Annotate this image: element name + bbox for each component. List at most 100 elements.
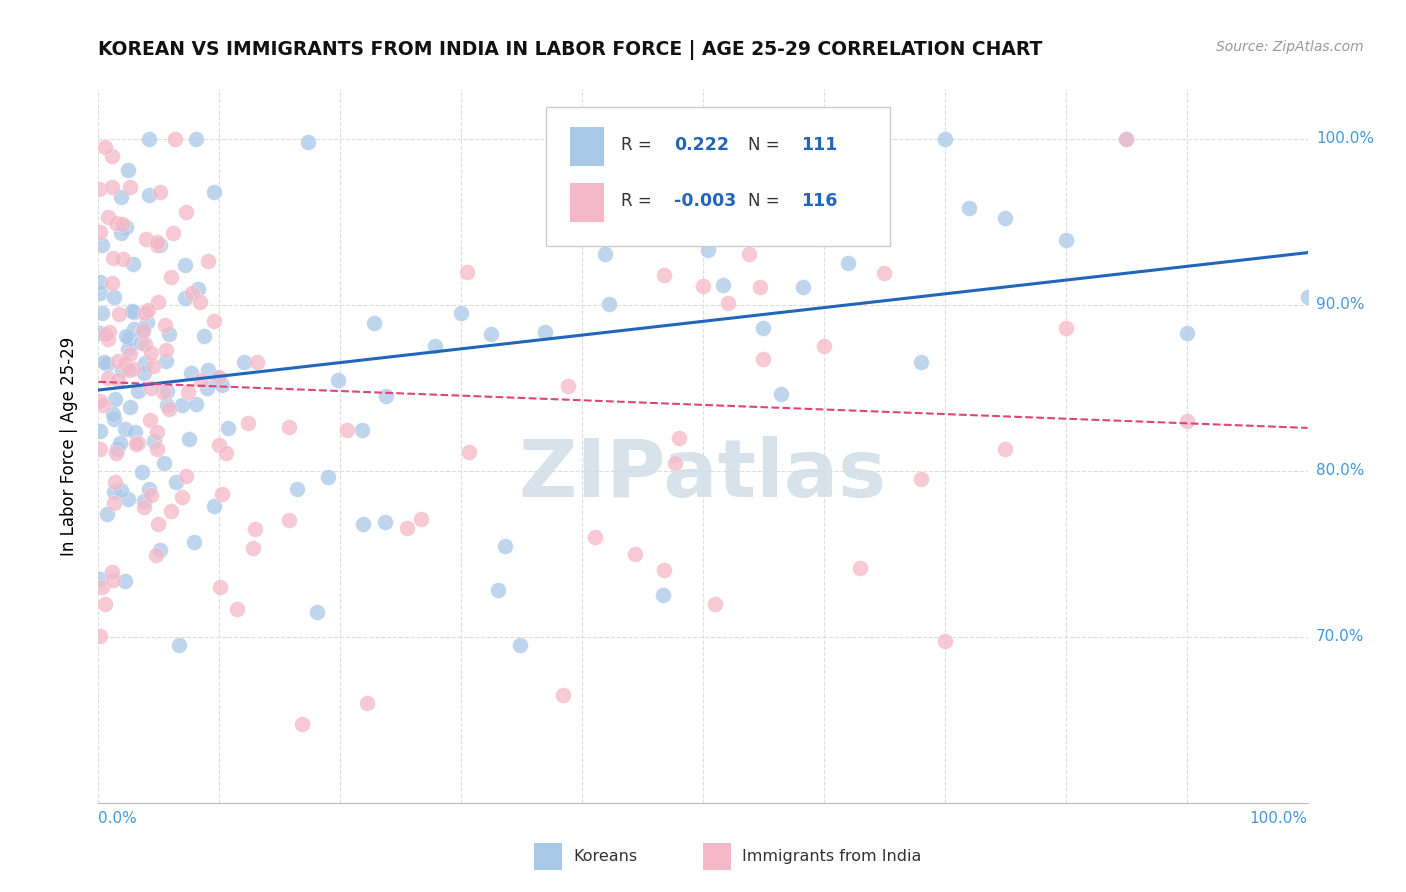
Point <box>170 398 193 412</box>
Text: KOREAN VS IMMIGRANTS FROM INDIA IN LABOR FORCE | AGE 25-29 CORRELATION CHART: KOREAN VS IMMIGRANTS FROM INDIA IN LABOR… <box>98 40 1043 60</box>
Point <box>103 496 125 510</box>
Point <box>89 629 111 643</box>
Text: -0.003: -0.003 <box>673 192 737 210</box>
Point <box>134 500 156 514</box>
Point <box>356 696 378 710</box>
Point <box>157 327 180 342</box>
Point <box>105 216 128 230</box>
Point <box>110 483 132 497</box>
Point <box>174 468 197 483</box>
Point <box>114 356 136 370</box>
Point <box>336 423 359 437</box>
Point <box>138 132 160 146</box>
Text: ZIPatlas: ZIPatlas <box>519 435 887 514</box>
Point <box>127 435 149 450</box>
Point <box>148 516 170 531</box>
Point <box>934 633 956 648</box>
Point <box>138 482 160 496</box>
Point <box>118 332 141 346</box>
Point <box>89 182 111 196</box>
Point <box>664 456 686 470</box>
Point <box>135 231 157 245</box>
Point <box>115 328 138 343</box>
Point <box>396 521 419 535</box>
Point <box>486 582 509 597</box>
Point <box>423 338 446 352</box>
Point <box>277 419 299 434</box>
Point <box>792 280 814 294</box>
Point <box>165 132 187 146</box>
Point <box>122 322 145 336</box>
Point <box>138 188 160 202</box>
Point <box>557 379 579 393</box>
Text: 111: 111 <box>801 136 838 153</box>
Point <box>692 278 714 293</box>
Text: N =: N = <box>748 192 779 210</box>
Point <box>89 393 111 408</box>
Point <box>89 326 111 341</box>
Point <box>117 342 139 356</box>
Point <box>110 190 132 204</box>
Point <box>121 257 143 271</box>
Point <box>217 421 239 435</box>
Point <box>509 638 531 652</box>
Point <box>142 359 165 374</box>
Point <box>994 211 1017 225</box>
Point <box>101 565 124 579</box>
Point <box>105 442 128 457</box>
Point <box>957 201 980 215</box>
Point <box>184 132 207 146</box>
Point <box>190 373 212 387</box>
Point <box>1115 132 1137 146</box>
Point <box>118 400 141 414</box>
Text: Source: ZipAtlas.com: Source: ZipAtlas.com <box>1216 40 1364 54</box>
Point <box>134 336 156 351</box>
Point <box>1054 234 1077 248</box>
Point <box>696 202 718 217</box>
Point <box>1296 290 1319 304</box>
FancyBboxPatch shape <box>546 107 890 246</box>
Point <box>177 432 200 446</box>
Point <box>456 265 478 279</box>
Point <box>127 384 149 398</box>
Point <box>813 194 835 209</box>
Text: Koreans: Koreans <box>574 849 638 863</box>
Point <box>1175 326 1198 340</box>
Point <box>124 425 146 440</box>
Point <box>104 475 127 490</box>
Point <box>738 247 761 261</box>
Point <box>232 355 254 369</box>
Point <box>155 399 177 413</box>
Text: 90.0%: 90.0% <box>1316 297 1364 312</box>
Text: Immigrants from India: Immigrants from India <box>742 849 922 863</box>
Point <box>139 381 162 395</box>
Point <box>159 270 181 285</box>
Text: 0.0%: 0.0% <box>98 811 138 826</box>
Point <box>174 258 197 272</box>
Point <box>910 355 932 369</box>
Point <box>167 638 190 652</box>
Point <box>153 457 176 471</box>
Point <box>139 346 162 360</box>
Point <box>745 132 768 146</box>
Point <box>553 688 575 702</box>
Point <box>101 180 124 194</box>
Text: N =: N = <box>748 136 779 153</box>
Point <box>837 256 859 270</box>
Point <box>717 295 740 310</box>
Point <box>118 179 141 194</box>
Point <box>145 549 167 563</box>
Text: 80.0%: 80.0% <box>1316 463 1364 478</box>
Point <box>450 306 472 320</box>
Point <box>152 385 174 400</box>
Point <box>479 326 502 341</box>
Point <box>97 370 120 384</box>
Point <box>132 324 155 338</box>
Point <box>934 132 956 146</box>
Point <box>118 346 141 360</box>
Point <box>108 307 131 321</box>
Point <box>910 472 932 486</box>
Point <box>91 237 114 252</box>
Point <box>124 305 146 319</box>
Point <box>208 438 231 452</box>
